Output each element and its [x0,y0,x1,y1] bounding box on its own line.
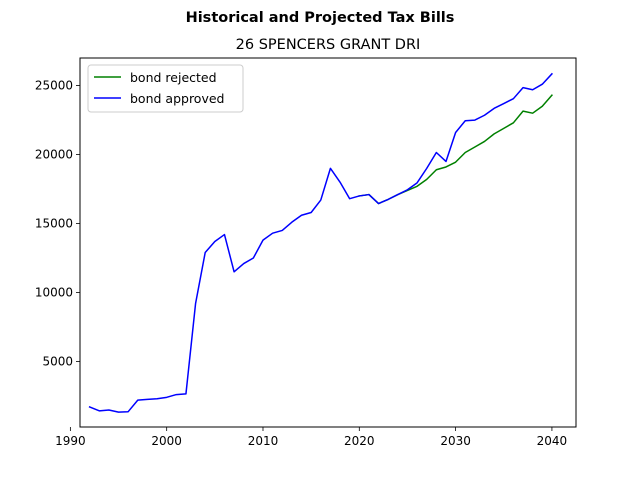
y-tick-label: 25000 [35,79,73,93]
legend-label-bond-rejected: bond rejected [130,70,217,85]
legend: bond rejected bond approved [87,64,244,113]
legend-box [87,64,244,113]
chart-title: 26 SPENCERS GRANT DRI [236,37,421,53]
x-tick-label: 2010 [248,434,279,448]
x-tick-label: 2030 [440,434,471,448]
y-tick-label: 5000 [42,354,73,368]
plot-lines [88,72,553,413]
x-tick-label: 2000 [151,434,182,448]
x-axis: 1990 2000 2010 2020 2030 2040 [55,427,567,448]
legend-label-bond-approved: bond approved [130,91,224,106]
x-tick-label: 2020 [344,434,375,448]
figure-suptitle: Historical and Projected Tax Bills [186,10,455,26]
y-tick-label: 10000 [35,286,73,300]
y-tick-label: 20000 [35,148,73,162]
x-tick-label: 1990 [55,434,86,448]
x-tick-label: 2040 [537,434,568,448]
y-tick-label: 15000 [35,217,73,231]
axes-frame [79,57,577,428]
y-axis: 5000 10000 15000 20000 25000 [35,79,80,368]
series-line-bond-approved [88,72,553,413]
